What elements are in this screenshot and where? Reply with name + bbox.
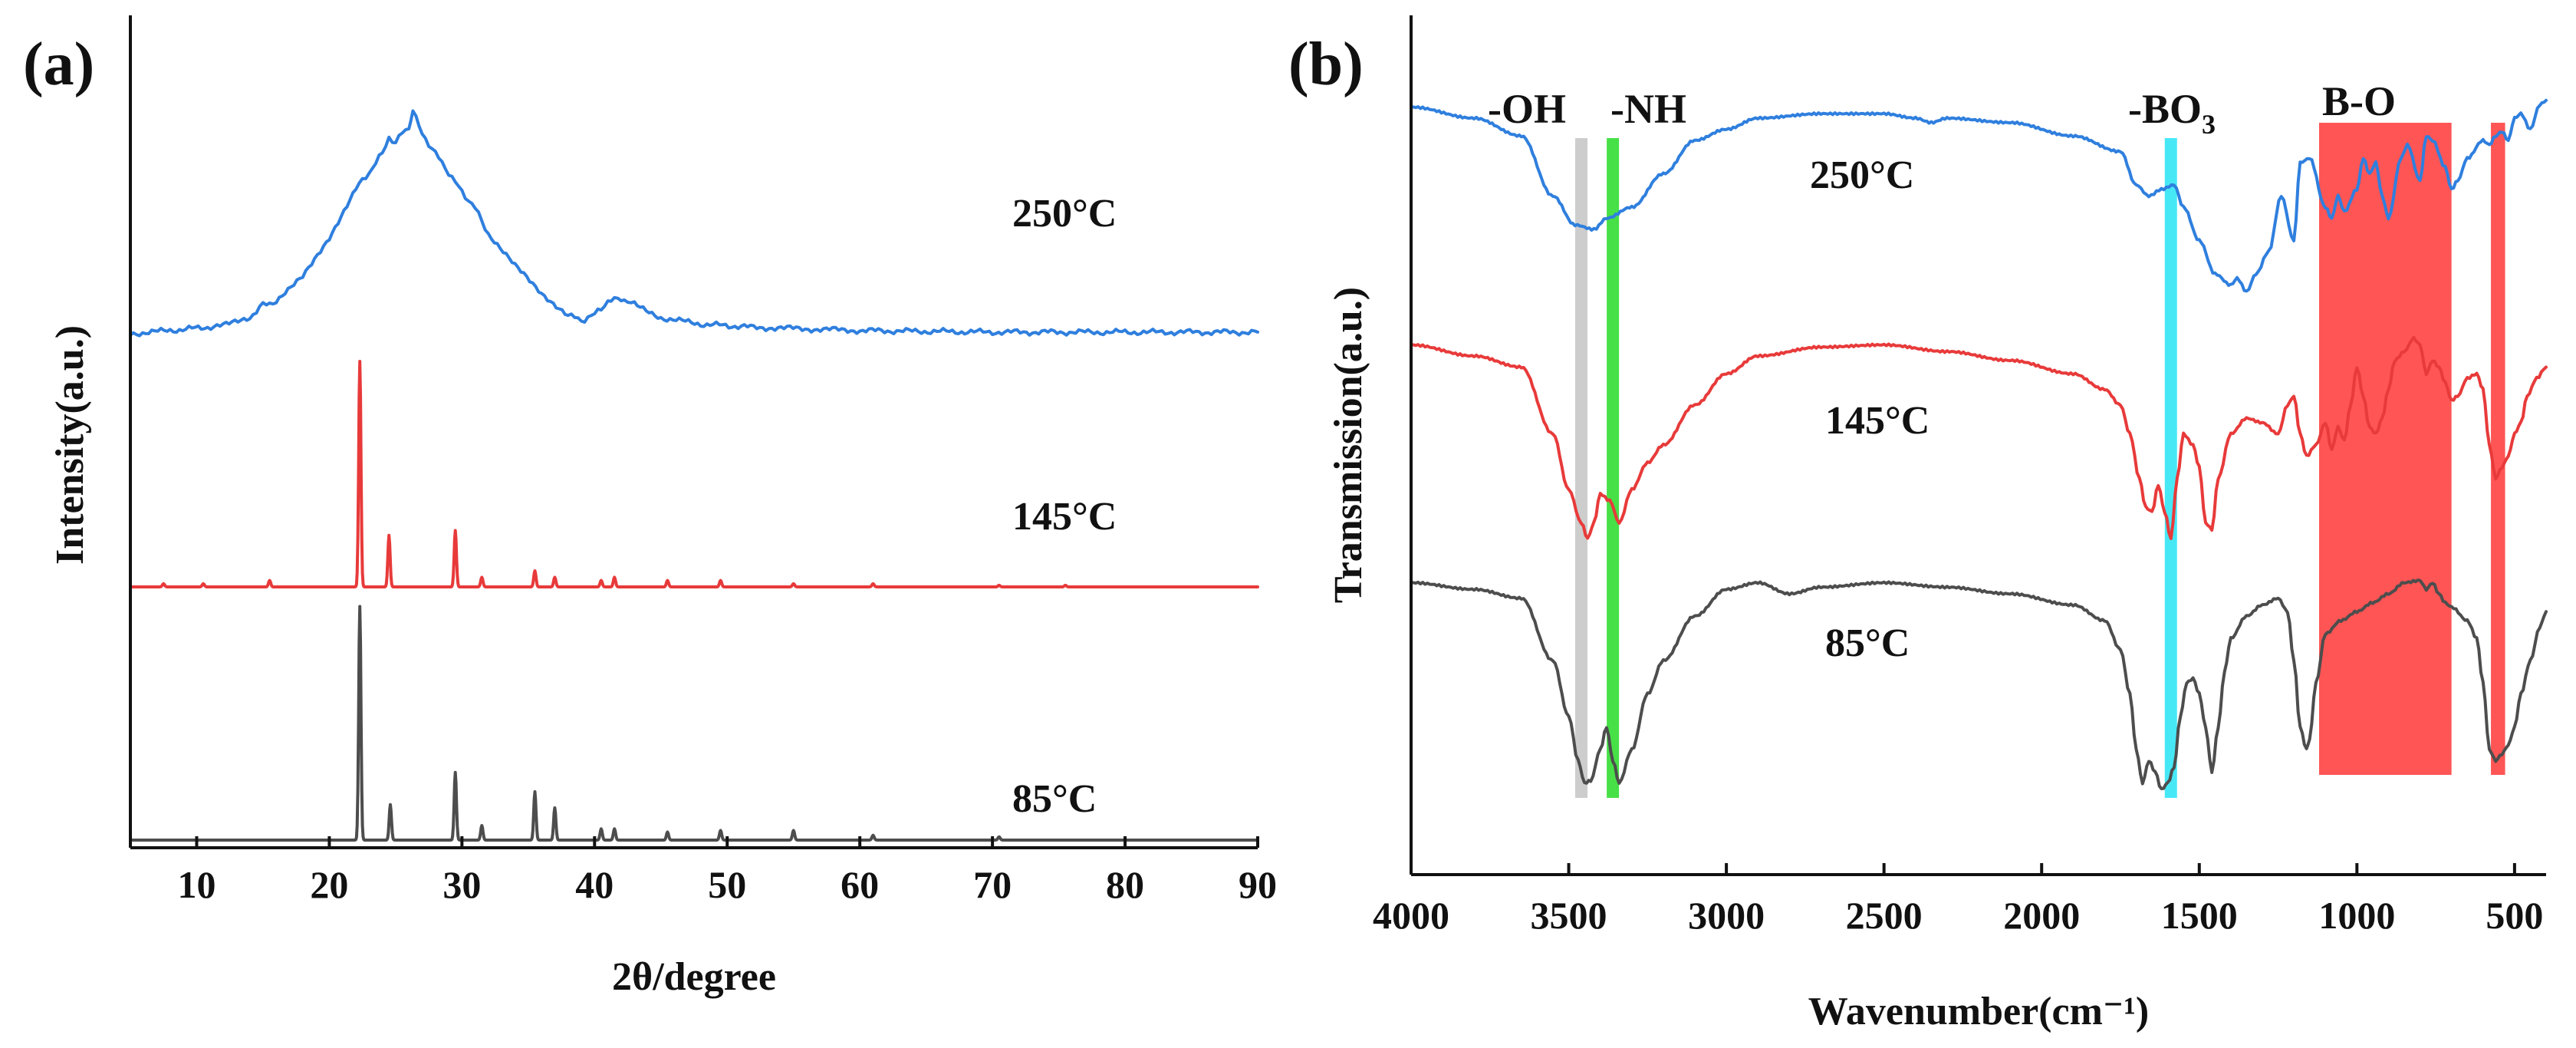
panel-b-series-3: [1410, 578, 2548, 790]
panel-a-plot-area: [129, 109, 1259, 842]
panel-a-x-tick-label-40: 40: [575, 863, 614, 906]
panel-a-x-axis-title: 2θ/degree: [612, 955, 776, 999]
panel-b-x-tick-label-2500: 2500: [1846, 894, 1923, 937]
panel-a-label-250C: 250°C: [1012, 192, 1117, 236]
panel-a-x-tick-label-30: 30: [442, 863, 481, 906]
panel-a-x-tick-label-60: 60: [841, 863, 879, 906]
panel-b-label-85C: 85°C: [1825, 621, 1910, 665]
panel-b-x-tick-label-4000: 4000: [1373, 894, 1449, 937]
panel-b-x-axis-title: Wavenumber(cm⁻¹): [1808, 990, 2150, 1033]
panel-b-band-1: [1575, 138, 1587, 798]
panel-a-label: (a): [23, 31, 94, 98]
panel-b-band-labels: -OH -NH -BO3 B-O: [1488, 78, 2396, 140]
panel-a-xrd-chart: (a) 10 20 30 40 50 60 70 80 90 2θ/degree Intensi…: [23, 15, 1277, 999]
panel-b-label-250C: 250°C: [1810, 153, 1914, 197]
panel-b-label: (b): [1288, 31, 1364, 98]
panel-a-y-axis-title: Intensity(a.u.): [48, 325, 92, 565]
panel-b-x-ticks: 4000 3500 3000 2500 2000 1500 1000 500: [1373, 863, 2543, 937]
panel-b-band-3: [2164, 138, 2177, 798]
panel-b-x-tick-label-1500: 1500: [2161, 894, 2238, 937]
band-label-bo3: -BO3: [2128, 86, 2216, 140]
panel-a-x-tick-label-70: 70: [973, 863, 1012, 906]
panel-b-series-1: [1410, 98, 2548, 293]
panel-a-label-85C: 85°C: [1012, 777, 1097, 821]
panel-a-series-3: [129, 605, 1259, 842]
panel-b-x-tick-label-3500: 3500: [1531, 894, 1607, 937]
panel-a-x-tick-label-80: 80: [1106, 863, 1144, 906]
panel-a-series-2: [129, 360, 1259, 588]
band-label-nh: -NH: [1610, 86, 1686, 132]
panel-a-x-tick-label-10: 10: [177, 863, 215, 906]
panel-a-x-tick-label-50: 50: [708, 863, 746, 906]
panel-b-x-tick-label-2000: 2000: [2003, 894, 2080, 937]
panel-b-bands: [1575, 123, 2505, 798]
panel-a-series-1: [129, 109, 1259, 338]
panel-a-x-tick-label-90: 90: [1239, 863, 1277, 906]
panel-b-band-5: [2491, 123, 2505, 775]
panel-b-label-145C: 145°C: [1825, 399, 1930, 443]
panel-b-y-axis-title: Transmission(a.u.): [1327, 287, 1370, 603]
band-label-oh: -OH: [1488, 86, 1566, 132]
band-label-b-o: B-O: [2322, 78, 2396, 124]
panel-b-plot-area: [1410, 98, 2548, 790]
panel-b-x-tick-label-1000: 1000: [2318, 894, 2395, 937]
panel-a-label-145C: 145°C: [1012, 495, 1117, 539]
panel-b-ftir-chart: (b) 4000 3500 3000 2500 2000 1500 1000 500 Wave…: [1288, 15, 2548, 1033]
panel-b-band-2: [1607, 138, 1620, 798]
panel-b-x-tick-label-500: 500: [2486, 894, 2543, 937]
panel-a-x-ticks: 10 20 30 40 50 60 70 80 90: [177, 836, 1277, 906]
panel-b-x-tick-label-3000: 3000: [1688, 894, 1765, 937]
panel-b-band-4: [2319, 123, 2452, 775]
panel-a-x-tick-label-20: 20: [310, 863, 348, 906]
panel-b-series-2: [1410, 335, 2548, 540]
